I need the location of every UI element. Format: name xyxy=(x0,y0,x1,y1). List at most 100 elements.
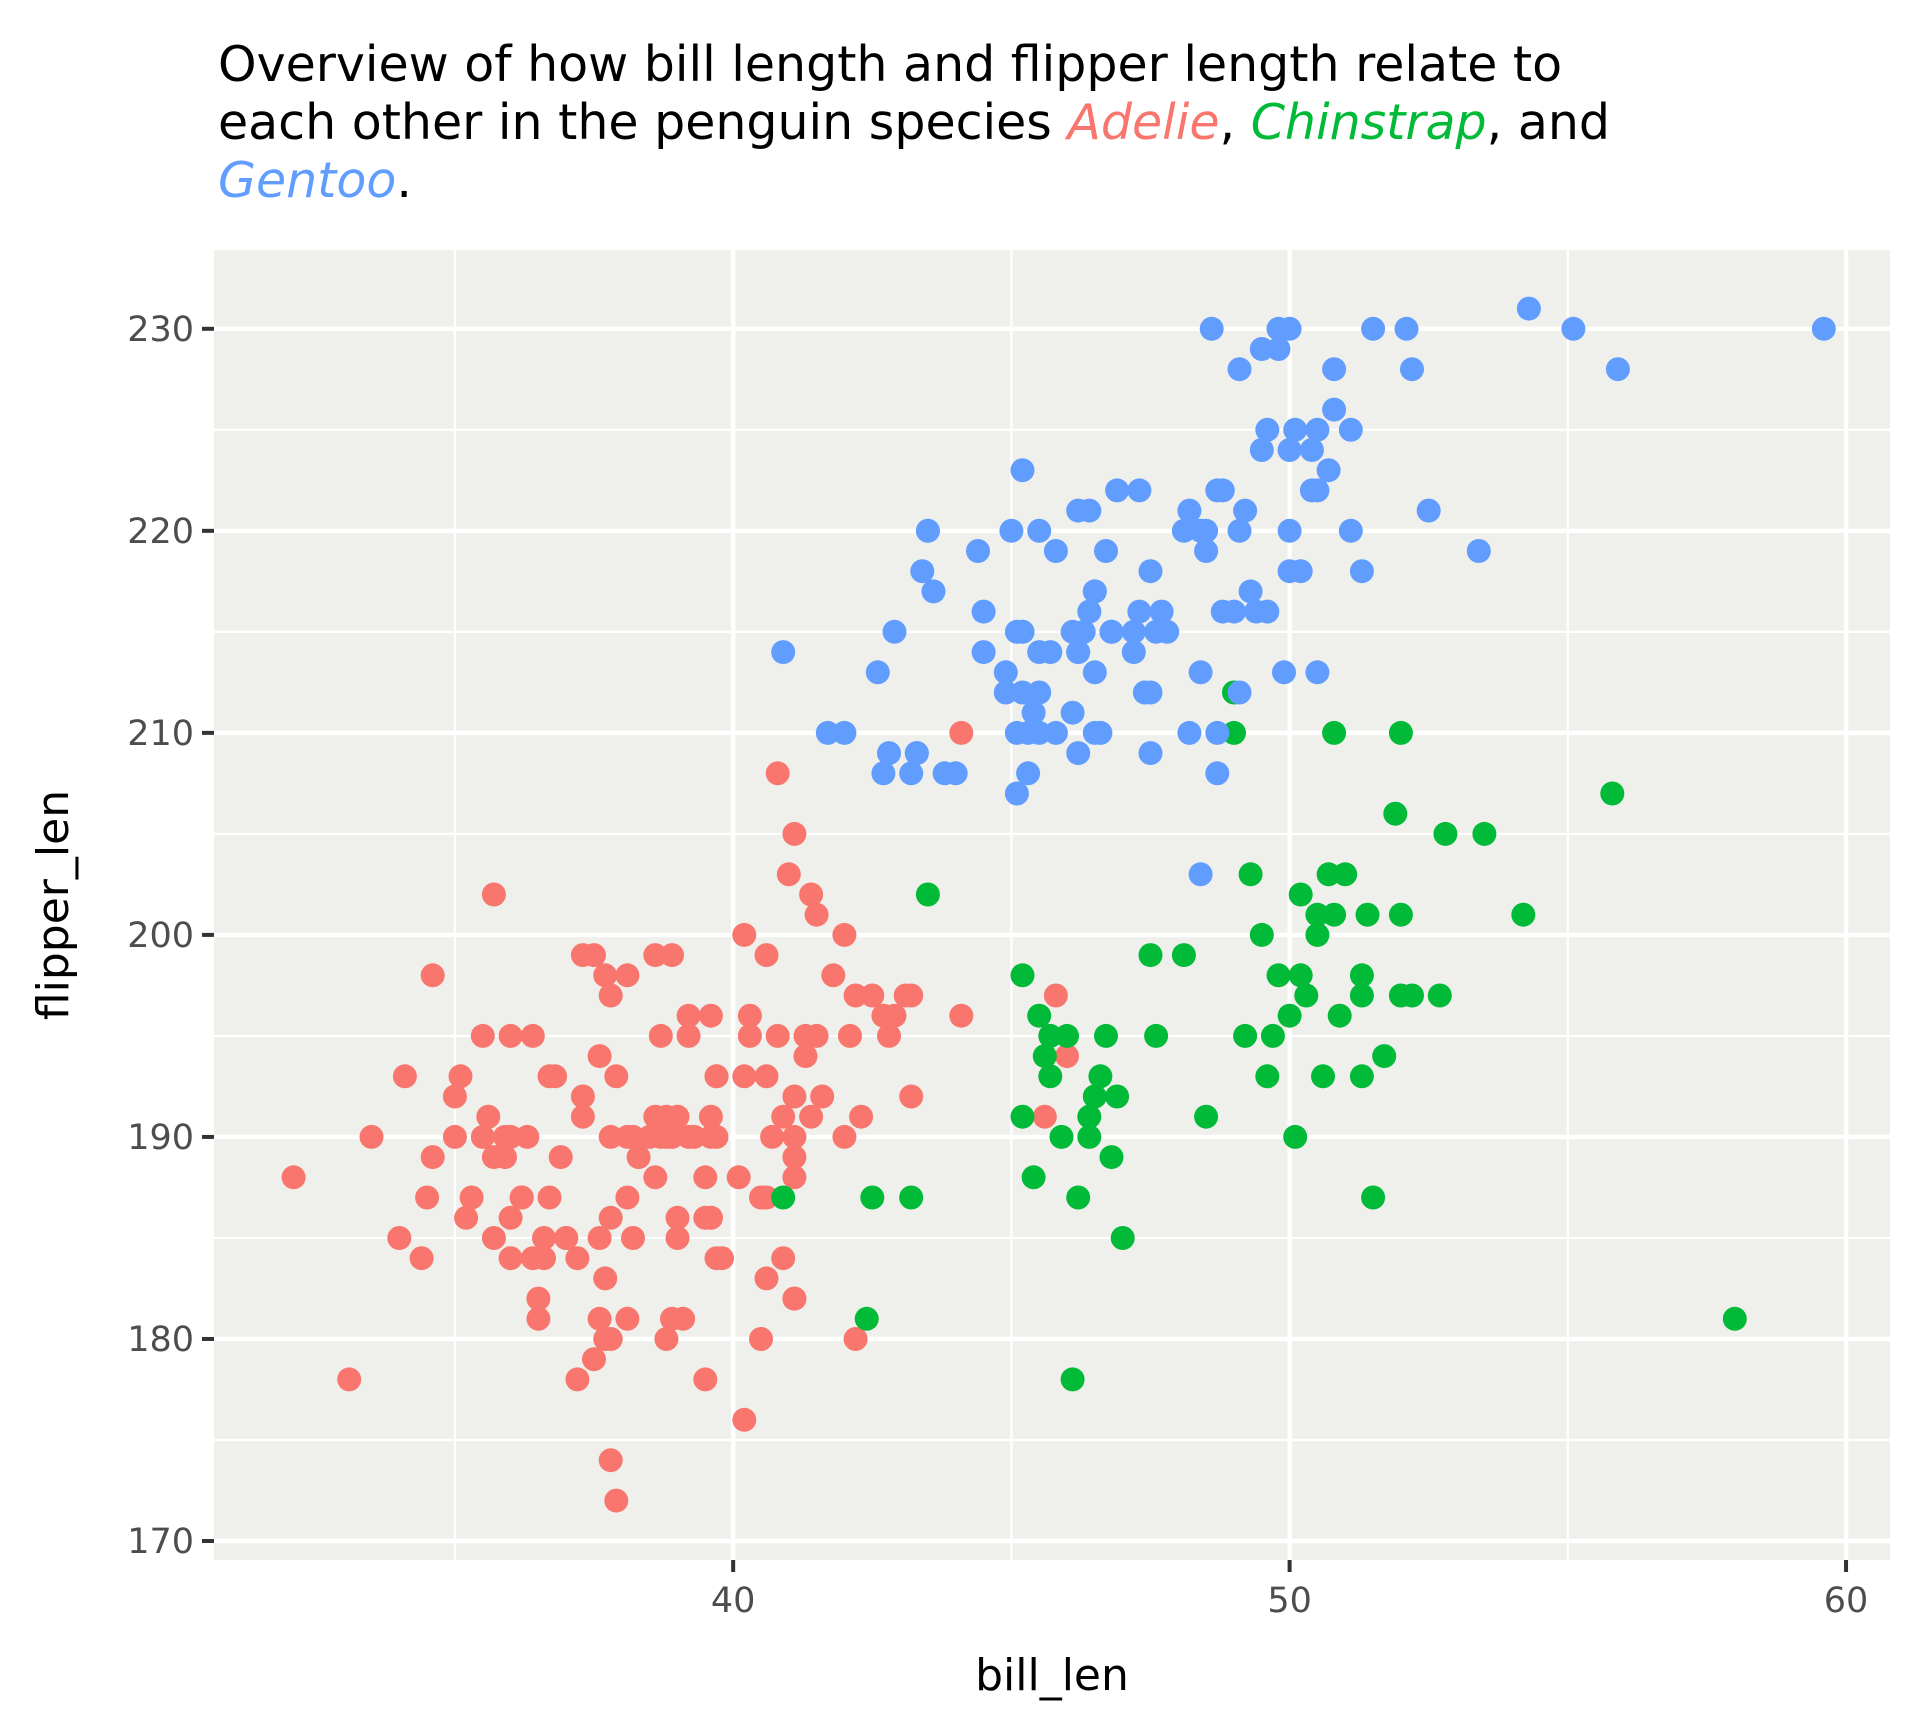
point-gentoo xyxy=(1238,579,1263,604)
point-adelie xyxy=(582,943,606,968)
point-adelie xyxy=(843,983,868,1008)
point-gentoo xyxy=(1322,397,1347,422)
point-chinstrap xyxy=(1110,1226,1135,1250)
point-adelie xyxy=(693,1367,718,1392)
point-gentoo xyxy=(993,680,1018,705)
point-adelie xyxy=(604,1488,629,1513)
point-gentoo xyxy=(1249,337,1274,361)
point-adelie xyxy=(509,1185,534,1210)
point-adelie xyxy=(498,1023,523,1048)
point-gentoo xyxy=(910,559,935,584)
point-chinstrap xyxy=(1055,1023,1079,1048)
point-gentoo xyxy=(771,640,796,665)
point-adelie xyxy=(654,1327,679,1351)
y-axis-title: flipper_len xyxy=(28,790,79,1020)
point-adelie xyxy=(470,1023,495,1048)
point-adelie xyxy=(448,1064,473,1089)
point-adelie xyxy=(676,1124,701,1149)
point-chinstrap xyxy=(1260,1023,1285,1048)
point-adelie xyxy=(660,1306,684,1331)
point-adelie xyxy=(420,1145,445,1170)
point-adelie xyxy=(520,1023,545,1048)
point-adelie xyxy=(615,1306,640,1331)
point-adelie xyxy=(843,1327,868,1351)
point-adelie xyxy=(643,943,668,968)
point-adelie xyxy=(604,1064,629,1089)
point-adelie xyxy=(665,1205,690,1230)
point-adelie xyxy=(821,963,846,988)
point-gentoo xyxy=(1099,619,1124,644)
point-chinstrap xyxy=(1171,943,1196,968)
point-chinstrap xyxy=(1322,902,1347,927)
y-tick-label: 180 xyxy=(127,1320,194,1360)
title-line-2: each other in the penguin species Adelie… xyxy=(218,94,1908,152)
point-gentoo xyxy=(1605,357,1630,382)
point-adelie xyxy=(732,1064,757,1089)
title-text: , and xyxy=(1486,94,1611,151)
plot-panel xyxy=(214,250,1890,1560)
point-gentoo xyxy=(1394,316,1419,341)
y-tick-label: 210 xyxy=(127,714,194,754)
point-gentoo xyxy=(1188,862,1213,887)
point-adelie xyxy=(565,1246,590,1271)
point-adelie xyxy=(598,1448,623,1473)
point-gentoo xyxy=(1004,781,1029,806)
point-chinstrap xyxy=(1194,1104,1219,1129)
point-adelie xyxy=(648,1124,673,1149)
point-gentoo xyxy=(971,599,996,624)
point-gentoo xyxy=(1127,599,1152,624)
point-adelie xyxy=(281,1165,306,1190)
title-species-adelie: Adelie xyxy=(1067,94,1220,151)
point-gentoo xyxy=(1255,417,1280,442)
point-adelie xyxy=(726,1165,751,1190)
point-adelie xyxy=(782,821,807,846)
point-gentoo xyxy=(1205,720,1230,745)
point-chinstrap xyxy=(1032,1044,1057,1069)
title-text: . xyxy=(396,152,412,209)
point-gentoo xyxy=(1138,559,1163,584)
point-gentoo xyxy=(1249,438,1274,462)
point-gentoo xyxy=(1199,316,1224,341)
point-chinstrap xyxy=(1077,1104,1102,1129)
point-adelie xyxy=(737,1003,762,1028)
point-adelie xyxy=(648,1023,673,1048)
point-adelie xyxy=(1043,983,1068,1008)
point-chinstrap xyxy=(1060,1367,1085,1392)
point-chinstrap xyxy=(1322,720,1347,745)
point-gentoo xyxy=(1038,640,1063,665)
point-adelie xyxy=(554,1226,579,1250)
point-gentoo xyxy=(1266,337,1291,361)
point-gentoo xyxy=(1361,316,1386,341)
point-gentoo xyxy=(1400,357,1424,382)
point-adelie xyxy=(832,1124,857,1149)
point-adelie xyxy=(782,1084,807,1109)
point-gentoo xyxy=(1811,316,1836,341)
point-gentoo xyxy=(1177,720,1202,745)
x-axis: 40 50 60 xyxy=(711,1560,1868,1621)
series-adelie xyxy=(281,720,1079,1513)
x-axis-title: bill_len xyxy=(975,1650,1129,1701)
point-chinstrap xyxy=(1249,922,1274,947)
point-gentoo xyxy=(1060,619,1085,644)
point-adelie xyxy=(804,1023,829,1048)
point-adelie xyxy=(754,943,779,968)
point-chinstrap xyxy=(1333,862,1358,887)
point-adelie xyxy=(804,902,829,927)
point-adelie xyxy=(660,943,684,968)
point-adelie xyxy=(732,922,757,947)
point-adelie xyxy=(515,1124,540,1149)
point-adelie xyxy=(860,983,885,1008)
point-chinstrap xyxy=(1327,1003,1352,1028)
point-gentoo xyxy=(1171,518,1196,543)
point-chinstrap xyxy=(1305,922,1330,947)
point-gentoo xyxy=(1316,458,1341,483)
point-gentoo xyxy=(1233,498,1258,523)
point-gentoo xyxy=(932,761,957,786)
title-species-chinstrap: Chinstrap xyxy=(1250,94,1487,151)
point-adelie xyxy=(1032,1104,1057,1129)
point-gentoo xyxy=(1149,599,1174,624)
point-chinstrap xyxy=(1077,1124,1102,1149)
point-gentoo xyxy=(1277,518,1302,543)
point-gentoo xyxy=(1322,357,1347,382)
point-gentoo xyxy=(966,539,990,563)
